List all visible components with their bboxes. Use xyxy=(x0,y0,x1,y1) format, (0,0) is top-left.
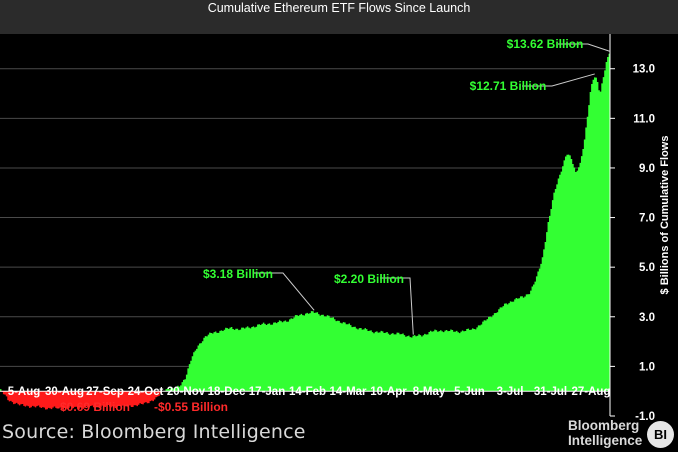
annotation-leader-line xyxy=(380,277,414,335)
annotation-label: -$0.55 Billion xyxy=(154,400,228,414)
x-tick-label: 5-Aug xyxy=(8,386,41,398)
annotation-leader-line xyxy=(558,43,611,52)
annotation-label: $2.20 Billion xyxy=(334,272,404,286)
y-tick-label: 7.0 xyxy=(639,213,655,225)
bloomberg-intelligence-brand: Bloomberg Intelligence xyxy=(568,418,642,448)
x-tick-label: 18-Dec xyxy=(208,386,246,398)
brand-line-2: Intelligence xyxy=(568,433,643,448)
y-tick-label: 1.0 xyxy=(639,361,655,373)
bi-logo-icon: BI xyxy=(647,421,674,448)
positive-flow-area xyxy=(0,53,610,392)
y-tick-label: 9.0 xyxy=(639,163,655,175)
source-note: Source: Bloomberg Intelligence xyxy=(2,421,306,443)
x-tick-label: 31-Jul xyxy=(534,386,567,398)
y-tick-label: 3.0 xyxy=(639,312,655,324)
y-axis-label: $ Billions of Cumulative Flows xyxy=(659,136,671,295)
annotation-label: $12.71 Billion xyxy=(470,79,547,93)
y-tick-label: 11.0 xyxy=(633,113,655,125)
y-tick-label: -1.0 xyxy=(635,411,655,423)
x-tick-label: 27-Sep xyxy=(86,386,124,398)
x-tick-label: 3-Jul xyxy=(497,386,524,398)
y-tick-label: 13.0 xyxy=(633,64,655,76)
annotation-leader-line xyxy=(253,272,315,311)
x-tick-label: 14-Mar xyxy=(329,386,367,398)
brand-line-1: Bloomberg xyxy=(568,418,640,433)
x-tick-label: 14-Feb xyxy=(289,386,326,398)
x-tick-label: 30-Aug xyxy=(45,386,84,398)
x-tick-label: 24-Oct xyxy=(128,386,164,398)
annotation-leader-line xyxy=(522,73,595,87)
annotation-label: $13.62 Billion xyxy=(507,37,584,51)
title-bar xyxy=(0,0,678,34)
x-tick-label: 27-Aug xyxy=(572,386,611,398)
chart-title: Cumulative Ethereum ETF Flows Since Laun… xyxy=(207,1,471,15)
annotation-label: $3.18 Billion xyxy=(203,267,273,281)
negative-flow-area xyxy=(0,391,610,410)
y-tick-label: 5.0 xyxy=(639,262,655,274)
annotation-label: -$0.69 Billion xyxy=(56,400,130,414)
x-tick-label: 17-Jan xyxy=(249,386,285,398)
x-tick-label: 20-Nov xyxy=(167,386,206,398)
x-tick-label: 5-Jun xyxy=(454,386,485,398)
x-tick-label: 8-May xyxy=(413,386,446,398)
x-tick-label: 10-Apr xyxy=(370,386,407,398)
